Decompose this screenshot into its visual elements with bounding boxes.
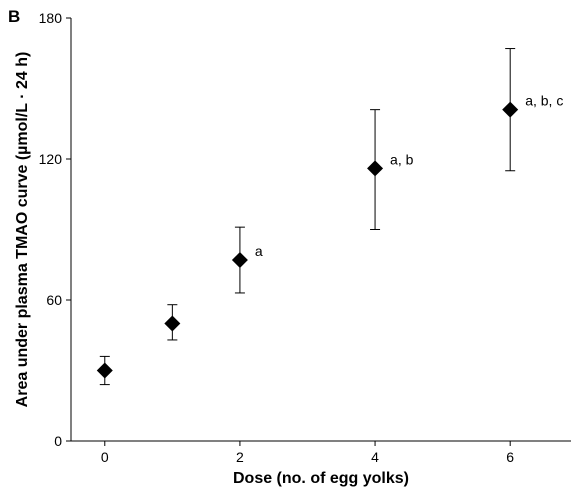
y-tick-label: 180 xyxy=(39,10,63,26)
x-tick-label: 0 xyxy=(101,449,109,465)
y-tick-label: 0 xyxy=(54,433,62,449)
y-axis-ticks: 0 60 120 180 xyxy=(39,10,71,449)
panel-label: B xyxy=(8,7,20,26)
y-tick-label: 60 xyxy=(46,292,62,308)
data-point-marker xyxy=(502,101,519,118)
significance-annotation: a, b xyxy=(390,151,414,167)
x-tick-label: 6 xyxy=(506,449,514,465)
data-point-marker xyxy=(231,252,248,269)
significance-annotation: a, b, c xyxy=(525,93,563,109)
significance-annotation: a xyxy=(255,243,263,259)
data-point-marker xyxy=(367,160,384,177)
data-point-marker xyxy=(164,315,181,332)
y-axis-title: Area under plasma TMAO curve (µmol/L · 2… xyxy=(14,52,31,408)
y-tick-label: 120 xyxy=(39,151,63,167)
x-axis-ticks: 0 2 4 6 xyxy=(101,441,514,465)
data-points: a a, b a, b, c xyxy=(96,48,563,386)
data-point-marker xyxy=(96,362,113,379)
x-axis-title: Dose (no. of egg yolks) xyxy=(233,470,409,487)
x-tick-label: 4 xyxy=(371,449,379,465)
x-tick-label: 2 xyxy=(236,449,244,465)
